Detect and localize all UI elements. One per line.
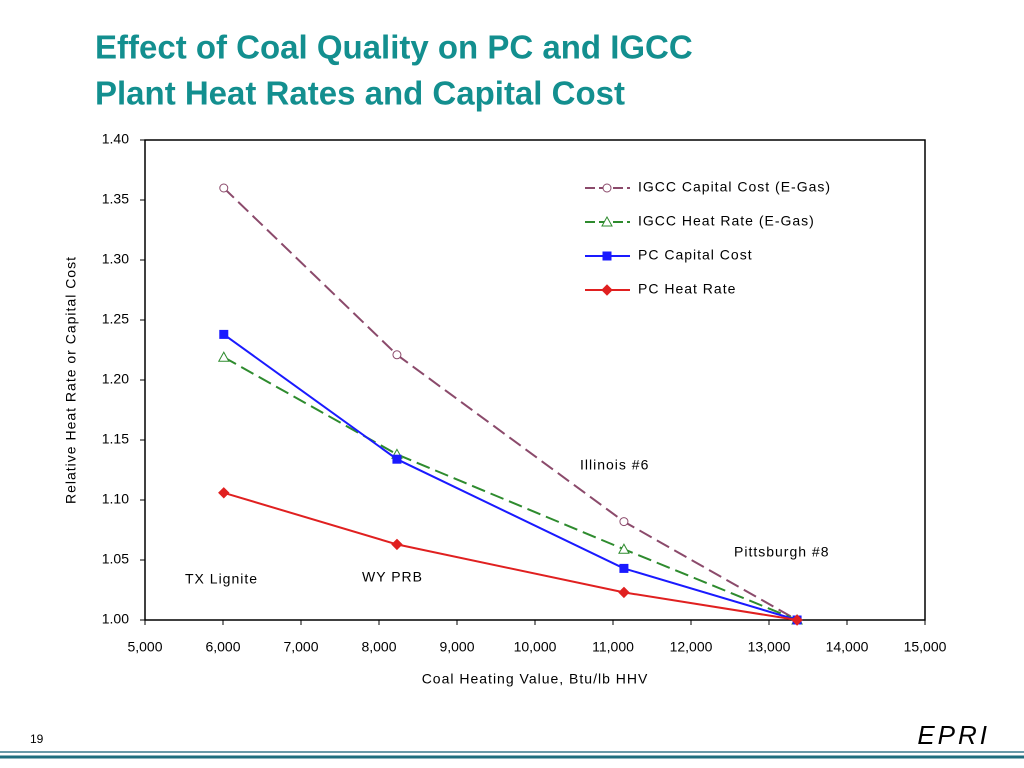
x-tick-label: 10,000 bbox=[514, 639, 557, 655]
series-line bbox=[223, 356, 798, 621]
x-tick-label: 5,000 bbox=[127, 639, 162, 655]
legend-label: IGCC Heat Rate (E-Gas) bbox=[638, 213, 815, 229]
annotation: WY PRB bbox=[362, 569, 423, 585]
y-tick-label: 1.25 bbox=[102, 311, 129, 327]
marker bbox=[218, 487, 230, 499]
y-tick-label: 1.00 bbox=[102, 611, 129, 627]
annotation: Pittsburgh #8 bbox=[734, 544, 830, 560]
y-tick-label: 1.30 bbox=[102, 251, 129, 267]
legend-label: IGCC Capital Cost (E-Gas) bbox=[638, 179, 831, 195]
marker bbox=[602, 251, 612, 261]
marker bbox=[601, 215, 613, 227]
chart-title: Effect of Coal Quality on PC and IGCC bbox=[95, 29, 693, 66]
x-tick-label: 15,000 bbox=[904, 639, 947, 655]
chart-title: Plant Heat Rates and Capital Cost bbox=[95, 75, 625, 112]
x-axis-label: Coal Heating Value, Btu/lb HHV bbox=[422, 671, 649, 687]
x-tick-label: 11,000 bbox=[592, 639, 634, 655]
marker bbox=[219, 329, 229, 339]
x-tick-label: 6,000 bbox=[205, 639, 240, 655]
page-number: 19 bbox=[30, 732, 44, 746]
marker bbox=[791, 614, 803, 626]
x-tick-label: 14,000 bbox=[826, 639, 869, 655]
series-line bbox=[223, 187, 798, 621]
x-tick-label: 13,000 bbox=[748, 639, 791, 655]
marker bbox=[392, 454, 402, 464]
y-tick-label: 1.40 bbox=[102, 131, 129, 147]
legend-label: PC Heat Rate bbox=[638, 281, 736, 297]
y-tick-label: 1.15 bbox=[102, 431, 129, 447]
marker bbox=[618, 586, 630, 599]
marker bbox=[217, 351, 230, 362]
annotation: Illinois #6 bbox=[580, 457, 649, 473]
marker bbox=[619, 517, 629, 527]
series-line bbox=[223, 491, 798, 621]
y-axis-label: Relative Heat Rate or Capital Cost bbox=[63, 256, 79, 504]
y-tick-label: 1.05 bbox=[102, 551, 129, 567]
legend-label: PC Capital Cost bbox=[638, 247, 753, 263]
x-tick-label: 7,000 bbox=[283, 639, 318, 655]
y-tick-label: 1.20 bbox=[102, 371, 129, 387]
marker bbox=[601, 284, 613, 296]
marker bbox=[619, 563, 629, 573]
x-tick-label: 12,000 bbox=[670, 639, 713, 655]
marker bbox=[219, 183, 229, 193]
marker bbox=[391, 538, 403, 551]
marker bbox=[618, 543, 630, 554]
marker bbox=[392, 350, 402, 360]
y-tick-label: 1.35 bbox=[102, 191, 129, 207]
logo: EPRI bbox=[917, 720, 990, 750]
marker bbox=[602, 183, 612, 193]
x-tick-label: 8,000 bbox=[361, 639, 396, 655]
y-tick-label: 1.10 bbox=[102, 491, 129, 507]
annotation: TX Lignite bbox=[185, 571, 258, 587]
series-line bbox=[223, 333, 798, 621]
x-tick-label: 9,000 bbox=[439, 639, 474, 655]
